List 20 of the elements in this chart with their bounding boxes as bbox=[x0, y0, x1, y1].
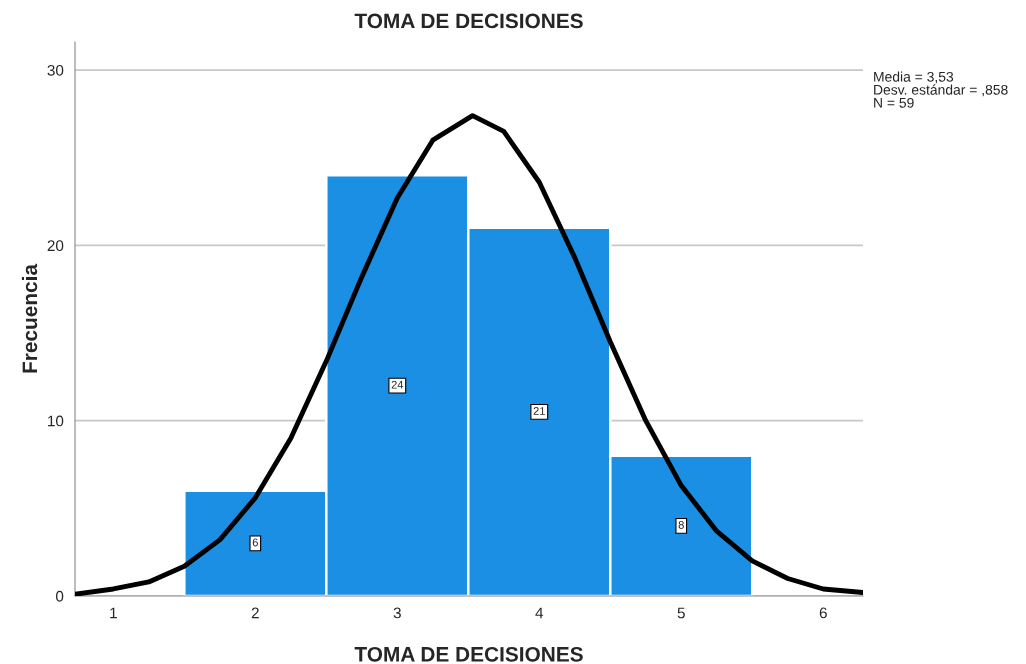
y-tick-label: 20 bbox=[47, 240, 64, 252]
text: Media = 3,53 bbox=[874, 71, 954, 84]
y-tick-label: 30 bbox=[47, 64, 64, 76]
x-tick-label: 6 bbox=[819, 607, 827, 619]
data-label: 24 bbox=[391, 380, 404, 389]
x-axis-title: TOMA DE DECISIONES bbox=[354, 646, 583, 662]
x-tick-label: 4 bbox=[535, 607, 544, 619]
x-tick-label: 3 bbox=[393, 607, 401, 619]
data-label: 21 bbox=[533, 407, 545, 415]
text: N = 59 bbox=[874, 97, 914, 108]
y-axis-title: Frecuencia bbox=[21, 263, 38, 373]
data-label: 8 bbox=[678, 520, 684, 529]
y-tick-label: 10 bbox=[48, 415, 64, 427]
data-label: 6 bbox=[252, 538, 258, 547]
y-tick-label: 0 bbox=[55, 590, 64, 602]
x-tick-label: 2 bbox=[251, 607, 259, 619]
chart-title: TOMA DE DECISIONES bbox=[354, 13, 583, 29]
text: Desv. estándar = ,858 bbox=[874, 84, 1008, 97]
x-tick-label: 5 bbox=[677, 607, 685, 619]
x-tick-label: 1 bbox=[110, 607, 117, 619]
